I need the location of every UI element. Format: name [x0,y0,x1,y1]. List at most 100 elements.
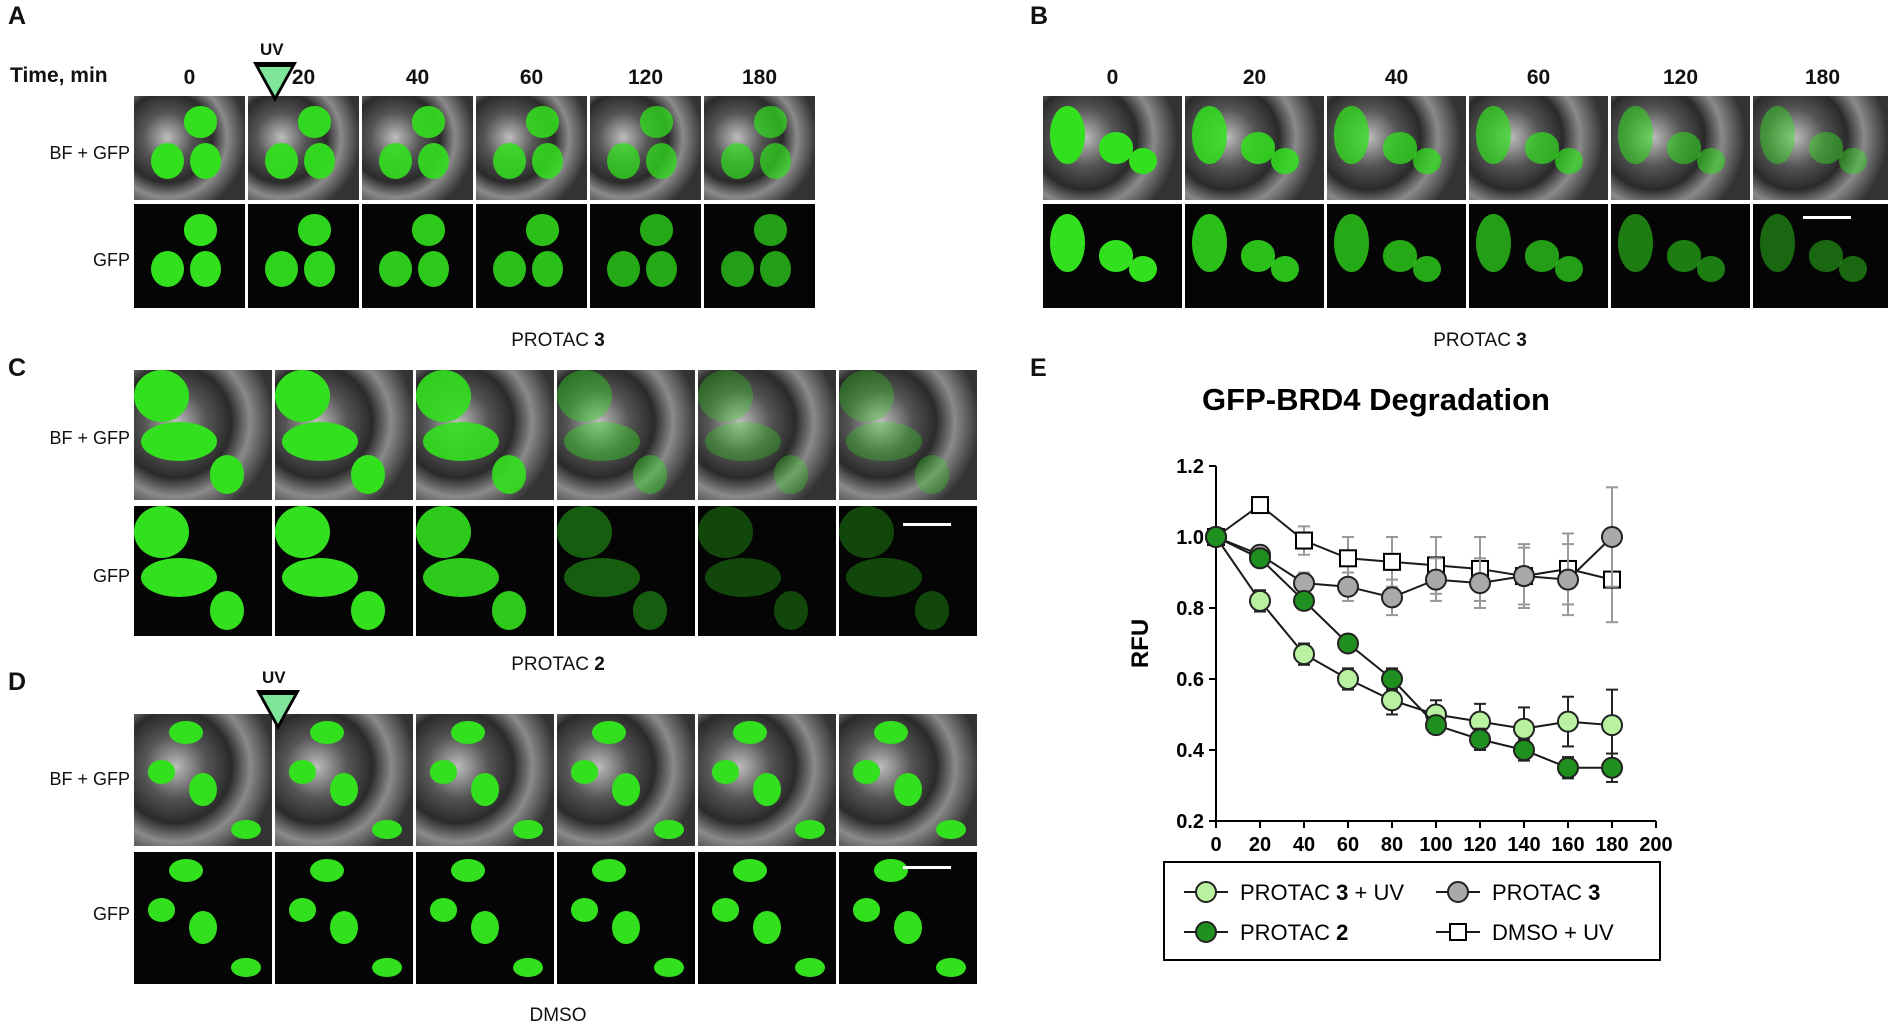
data-point [1249,547,1271,570]
tile-a-r2-c1 [134,204,245,308]
tile-a-r1-c1 [134,96,245,200]
gfp-nucleus [563,558,640,597]
gfp-nucleus [839,506,895,558]
data-point [1383,552,1401,571]
tile-c-r1-c2 [275,370,413,500]
gfp-nucleus [794,957,825,978]
gfp-nucleus [471,911,499,945]
tile-c-r1-c3 [416,370,554,500]
gfp-nucleus [845,422,922,461]
gfp-nucleus [1382,240,1418,272]
tile-b-r2-c4 [1469,204,1608,308]
panel-a-time-180: 180 [741,66,778,89]
data-point [1469,572,1491,595]
gfp-nucleus [935,819,966,840]
tile-a-r2-c3 [362,204,473,308]
panel-a-time-20: 20 [291,66,316,89]
panel-b-time-120: 120 [1662,66,1699,89]
gfp-nucleus [698,370,754,422]
gfp-nucleus [698,506,754,558]
gfp-nucleus [1808,132,1844,164]
gfp-nucleus [330,773,358,807]
gfp-nucleus [350,590,386,630]
gfp-nucleus [645,250,677,288]
gfp-nucleus [639,214,674,246]
gfp-nucleus [1240,132,1276,164]
tile-b-r1-c1 [1043,96,1182,200]
gfp-nucleus [183,214,218,246]
gfp-nucleus [852,898,881,922]
gfp-nucleus [873,720,908,745]
gfp-nucleus [492,142,526,180]
gfp-nucleus [914,454,950,494]
gfp-nucleus [189,142,221,180]
gfp-nucleus [1839,256,1867,282]
gfp-nucleus [704,422,781,461]
legend-entry: PROTAC 3 + UV [1240,880,1404,905]
tile-b-r2-c6 [1753,204,1888,308]
caption-a: PROTAC 3 [511,330,605,351]
gfp-nucleus [140,558,217,597]
gfp-nucleus [732,720,767,745]
gfp-nucleus [753,911,781,945]
gfp-nucleus [147,760,176,784]
data-point [1251,496,1269,515]
gfp-nucleus [753,214,788,246]
gfp-nucleus [1666,132,1702,164]
gfp-nucleus [189,773,217,807]
panel-b-time-60: 60 [1526,66,1551,89]
gfp-nucleus [1413,148,1441,174]
tile-d-r1-c3 [416,714,554,846]
gfp-nucleus [209,454,245,494]
data-point [1513,565,1535,588]
data-point [1557,710,1579,733]
gfp-nucleus [1049,214,1085,272]
gfp-nucleus [845,558,922,597]
data-point [1425,568,1447,591]
gfp-nucleus [1240,240,1276,272]
gfp-nucleus [1271,256,1299,282]
chart-title: GFP-BRD4 Degradation [1202,382,1550,417]
gfp-nucleus [1098,240,1134,272]
data-point [1293,643,1315,666]
gfp-nucleus [839,370,895,422]
gfp-nucleus [557,506,613,558]
gfp-nucleus [371,819,402,840]
x-tick-label: 180 [1595,834,1628,856]
gfp-nucleus [1333,106,1369,164]
gfp-nucleus [894,911,922,945]
gfp-nucleus [612,911,640,945]
tile-d-r2-c6 [839,852,977,984]
gfp-nucleus [512,957,543,978]
gfp-nucleus [753,106,788,138]
gfp-nucleus [1475,106,1511,164]
legend-marker [1447,881,1469,903]
legend-marker [1195,921,1217,943]
series-line-2 [1215,536,1612,769]
gfp-nucleus [168,858,203,883]
gfp-nucleus [1524,240,1560,272]
panel-b-time-180: 180 [1804,66,1841,89]
gfp-nucleus [639,106,674,138]
gfp-nucleus [378,142,412,180]
gfp-nucleus [753,773,781,807]
gfp-nucleus [429,898,458,922]
y-tick-label: 1.0 [1176,527,1204,549]
gfp-nucleus [711,898,740,922]
gfp-nucleus [288,760,317,784]
tile-a-r1-c4 [476,96,587,200]
gfp-nucleus [297,214,332,246]
data-point [1513,739,1535,761]
panel-label-e: E [1030,354,1047,382]
panel-b-time-20: 20 [1242,66,1267,89]
gfp-nucleus [1839,148,1867,174]
gfp-nucleus [1382,132,1418,164]
caption-c: PROTAC 2 [511,654,605,675]
data-point [1249,589,1271,612]
row-label-gfp-a: GFP [92,250,130,270]
gfp-nucleus [1697,256,1725,282]
gfp-nucleus [1129,148,1157,174]
tile-a-r1-c2 [248,96,359,200]
gfp-nucleus [591,720,626,745]
data-point [1295,531,1313,550]
